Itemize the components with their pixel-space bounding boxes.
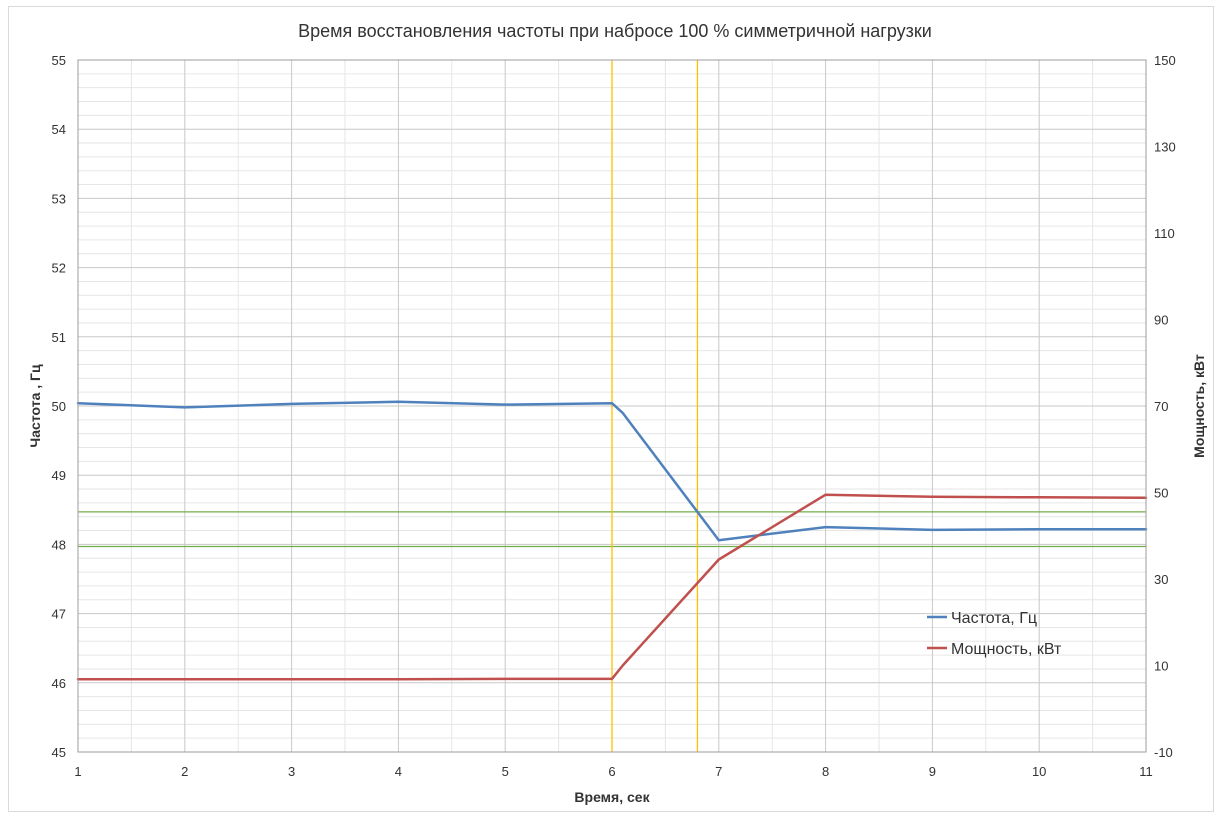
y2-tick-label: 70 xyxy=(1154,399,1168,414)
series-layer xyxy=(76,400,1148,681)
y-tick-label: 50 xyxy=(52,399,66,414)
y2-tick-label: 130 xyxy=(1154,140,1176,155)
y-axis-label: Частота , Гц xyxy=(27,364,43,448)
x-tick-label: 5 xyxy=(502,764,509,779)
y-tick-label: 52 xyxy=(52,261,66,276)
x-tick-label: 4 xyxy=(395,764,402,779)
y-tick-label: 49 xyxy=(52,468,66,483)
y-tick-label: 54 xyxy=(52,122,66,137)
y-tick-label: 53 xyxy=(52,191,66,206)
x-tick-label: 8 xyxy=(822,764,829,779)
y2-axis-label: Мощность, кВт xyxy=(1191,354,1207,458)
y-tick-label: 47 xyxy=(52,607,66,622)
frequency-series-line xyxy=(76,400,1148,542)
legend: Частота, Гц Мощность, кВт xyxy=(927,610,1062,658)
x-tick-label: 2 xyxy=(181,764,188,779)
y2-axis-tick-labels: -10 10 30 50 70 90 110 130 150 xyxy=(1154,53,1176,760)
y2-tick-label: 10 xyxy=(1154,659,1168,674)
y2-tick-label: 50 xyxy=(1154,486,1168,501)
y2-tick-label: 110 xyxy=(1154,226,1175,241)
legend-power-label: Мощность, кВт xyxy=(951,641,1062,658)
reference-lines xyxy=(78,60,1146,752)
plot-area-border xyxy=(77,59,1147,753)
x-tick-label: 3 xyxy=(288,764,295,779)
x-tick-label: 1 xyxy=(74,764,81,779)
x-tick-label: 7 xyxy=(715,764,722,779)
y-tick-label: 45 xyxy=(52,745,66,760)
y2-tick-label: 30 xyxy=(1154,572,1168,587)
power-series-line xyxy=(76,493,1148,681)
x-tick-label: 6 xyxy=(608,764,615,779)
y2-tick-label: 150 xyxy=(1154,53,1176,68)
chart-frame xyxy=(8,6,1214,812)
y-tick-label: 46 xyxy=(52,676,66,691)
chart-title: Время восстановления частоты при набросе… xyxy=(298,21,932,41)
x-axis-tick-labels: 1 2 3 4 5 6 7 8 9 10 11 xyxy=(74,764,1152,779)
y-tick-label: 48 xyxy=(52,537,66,552)
x-tick-label: 10 xyxy=(1032,764,1046,779)
y-tick-label: 51 xyxy=(52,330,66,345)
y-tick-label: 55 xyxy=(52,53,66,68)
y2-tick-label: -10 xyxy=(1154,745,1173,760)
y2-tick-label: 90 xyxy=(1154,313,1168,328)
legend-frequency-label: Частота, Гц xyxy=(951,610,1037,627)
y-axis-tick-labels: 45 46 47 48 49 50 51 52 53 54 55 xyxy=(52,53,66,760)
x-tick-label: 11 xyxy=(1139,764,1153,779)
x-tick-label: 9 xyxy=(929,764,936,779)
x-axis-label: Время, сек xyxy=(574,789,650,805)
